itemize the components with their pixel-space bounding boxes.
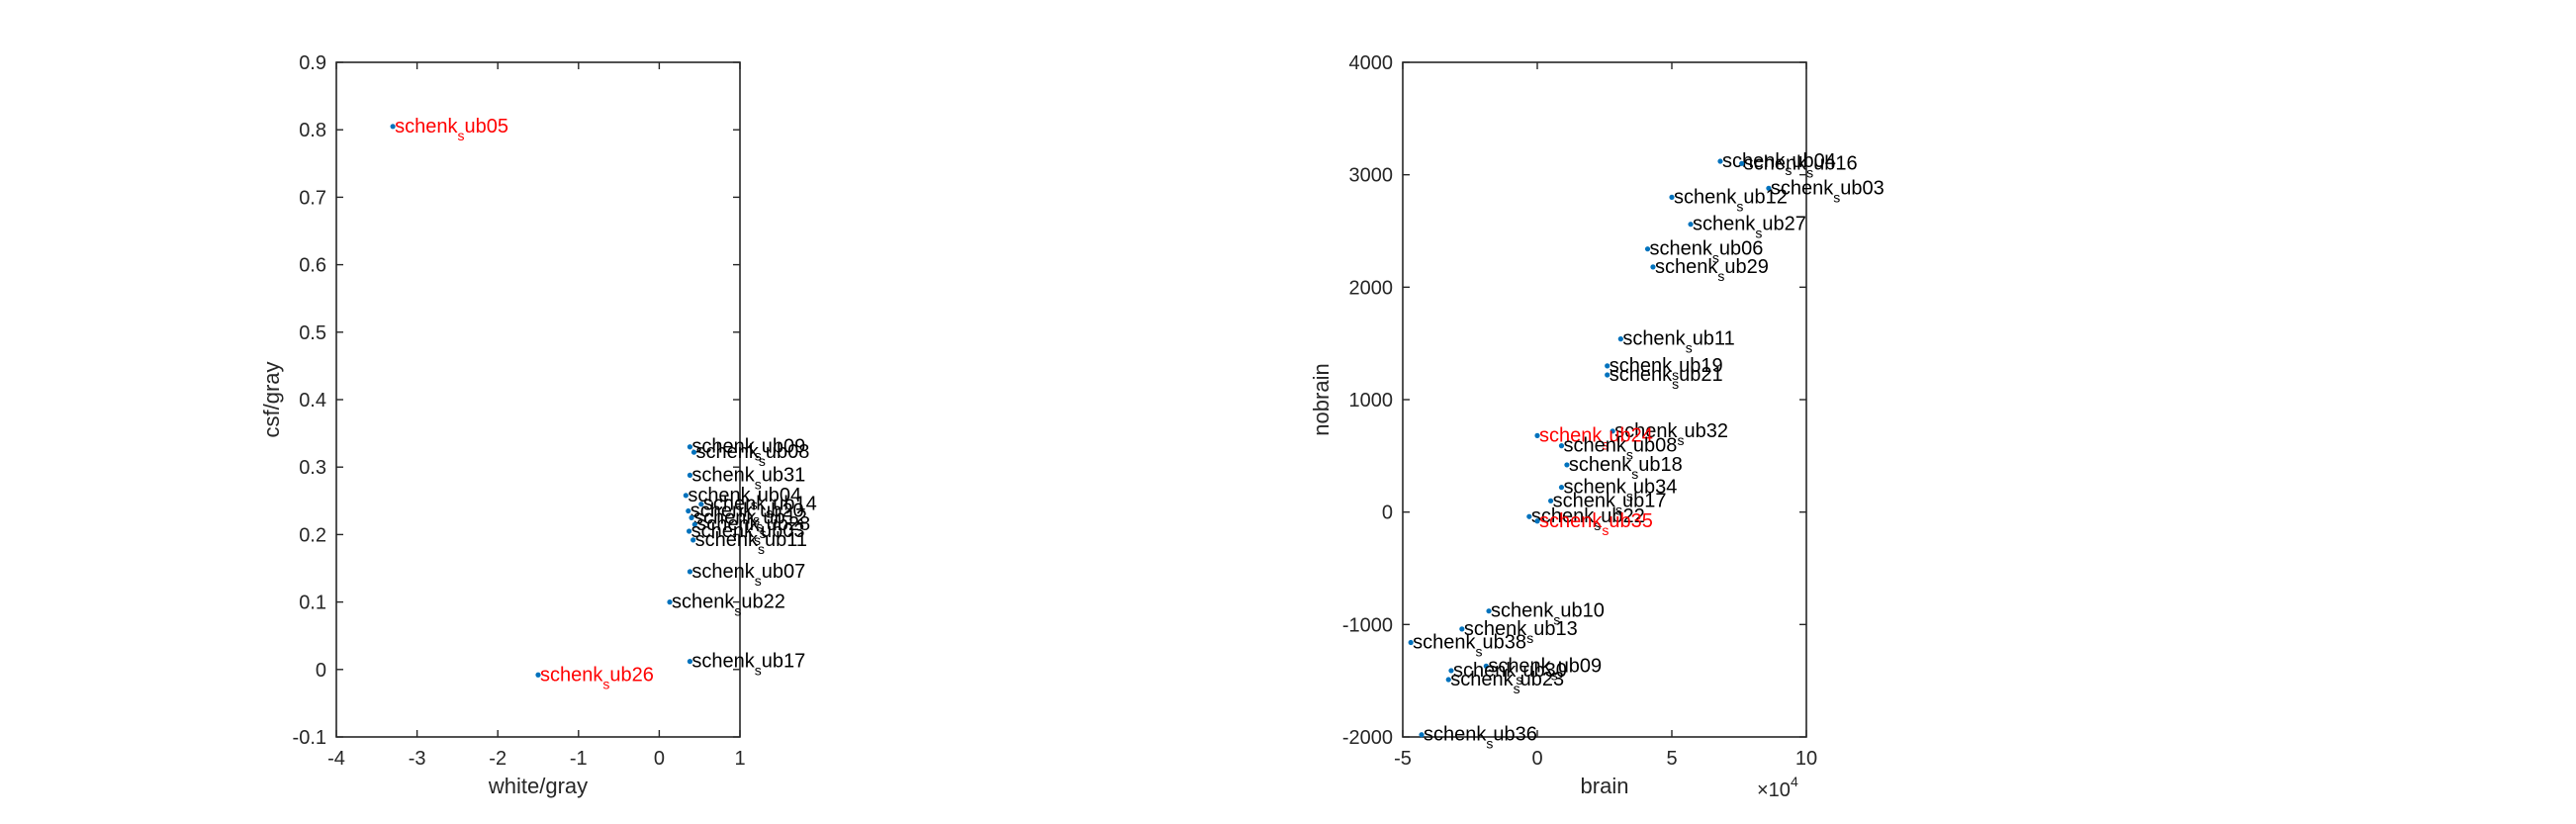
data-point [687,472,693,478]
x-tick-label: 0 [654,748,665,770]
x-tick-label: -2 [489,748,506,770]
data-point [1617,336,1623,342]
data-point-label: schenksub07 [691,561,805,589]
y-tick-label: 0.9 [299,52,326,74]
data-point [1688,222,1694,228]
data-point [686,507,691,514]
data-point [1419,732,1425,738]
data-point [1558,485,1565,491]
data-point [1669,194,1675,200]
data-point [1408,639,1414,646]
data-point [535,672,541,678]
y-tick-label: 0.1 [299,593,326,614]
data-point [683,493,689,499]
data-point [1644,246,1651,252]
y-tick-label: 4000 [1349,52,1394,74]
y-tick-label: 0 [316,660,326,682]
y-tick-label: -2000 [1342,727,1393,749]
y-tick-label: 0.4 [299,390,326,412]
x-exponent-label: ×104 [1757,774,1798,801]
data-point-label: schenksub35 [1539,510,1653,538]
data-point-label: schenksub08 [1563,435,1677,463]
y-tick-label: 0.8 [299,120,326,141]
data-point [1766,185,1772,191]
data-point [686,528,692,534]
y-tick-label: 3000 [1349,165,1394,187]
data-point [690,449,697,455]
y-tick-label: 2000 [1349,277,1394,299]
y-tick-label: 0.2 [299,524,326,546]
data-point [1483,663,1489,669]
data-point [1459,626,1465,632]
data-point-label: schenksub23 [1450,669,1564,696]
y-tick-label: 1000 [1349,390,1394,412]
y-tick-label: 0.6 [299,255,326,277]
y-tick-label: -1000 [1342,614,1393,636]
data-point [687,444,693,450]
y-tick-label: 0.3 [299,457,326,479]
data-point-label: schenksub11 [1622,328,1734,356]
x-tick-label: -4 [327,748,345,770]
x-axis-title: brain [1581,774,1629,798]
data-point [1548,498,1554,504]
data-point [1605,372,1610,378]
data-point [687,569,693,575]
x-axis-title: white/gray [488,774,588,798]
data-point-label: schenksub29 [1655,256,1769,284]
y-tick-label: -0.1 [293,727,326,749]
data-point-label: schenksub03 [1771,177,1885,205]
data-point [1558,443,1565,449]
data-point-label: schenksub05 [395,116,508,143]
data-point [691,521,697,527]
data-point [1526,513,1532,519]
y-tick-label: 0.7 [299,187,326,209]
data-point [1448,668,1454,674]
data-point-label: schenksub21 [1610,364,1723,392]
data-point-label: schenksub26 [540,664,654,691]
data-point [1739,160,1745,166]
x-tick-label: 1 [734,748,745,770]
y-tick-label: 0 [1382,503,1393,524]
scatter-plot-right: -5 0 5 10 -2000 -1000 0 1000 2000 3000 4000 brain no… [1309,52,1885,801]
data-point-label: schenksub12 [1674,186,1788,214]
x-tick-label: 0 [1531,748,1542,770]
data-point [687,659,693,665]
data-point-label: schenksub17 [691,651,805,679]
data-point [689,514,694,520]
data-point [1534,432,1540,438]
data-point-label: schenksub16 [1744,152,1858,180]
data-point-label: schenksub11 [695,529,807,557]
data-point [1486,608,1492,614]
data-point [667,599,673,605]
y-axis-title: csf/gray [259,361,284,437]
x-tick-label: -1 [570,748,588,770]
y-tick-label: 0.5 [299,322,326,344]
data-point [1650,264,1656,270]
data-point [390,124,396,130]
data-point [1605,363,1610,369]
scatter-plot-left: -4 -3 -2 -1 0 1 -0.1 0 0.1 0.2 0.3 0.4 0.5 0.6 0.7 0.8 0… [259,52,817,798]
y-axis-title: nobrain [1309,363,1334,435]
x-tick-label: -5 [1394,748,1412,770]
data-point [1534,518,1540,524]
data-point-label: schenksub22 [672,592,785,619]
x-tick-label: 5 [1666,748,1677,770]
data-point [1445,677,1451,683]
data-point [1610,428,1615,434]
plot-frame [335,61,741,738]
data-point [690,537,696,543]
data-point-label: schenksub27 [1693,214,1806,241]
data-point [1564,462,1570,468]
data-point-label: schenksub36 [1424,724,1537,752]
x-tick-label: -3 [409,748,426,770]
x-tick-label: 10 [1795,748,1817,770]
data-point [698,502,704,507]
data-point [1717,158,1723,164]
